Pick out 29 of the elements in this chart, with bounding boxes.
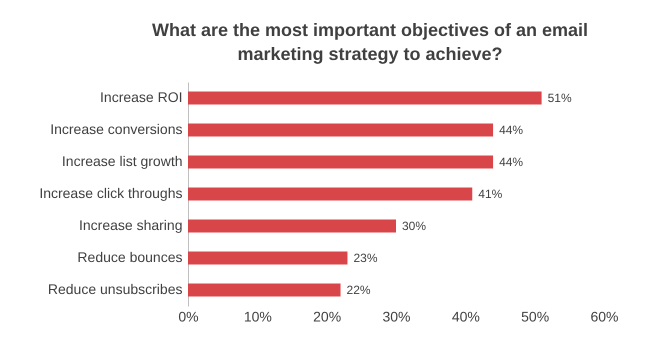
x-tick-label: 0% — [178, 308, 199, 324]
x-tick-label: 30% — [382, 308, 411, 324]
bar — [188, 188, 472, 200]
bar — [188, 220, 396, 232]
bar — [188, 124, 494, 136]
data-label: 23% — [353, 251, 378, 265]
bar — [188, 284, 341, 296]
data-label: 30% — [402, 219, 426, 233]
data-label: 44% — [499, 155, 524, 169]
x-tick-label: 60% — [590, 308, 619, 324]
x-tick-label: 10% — [244, 308, 272, 324]
data-label: 44% — [499, 123, 524, 137]
y-tick-label: Increase conversions — [50, 121, 182, 137]
bar — [188, 252, 348, 264]
x-tick-label: 20% — [313, 308, 342, 324]
x-tick-label: 50% — [521, 308, 550, 324]
bar — [188, 92, 542, 104]
y-tick-label: Increase list growth — [62, 153, 182, 169]
y-tick-label: Reduce bounces — [77, 249, 182, 265]
bar — [188, 156, 494, 168]
y-tick-label: Reduce unsubscribes — [48, 281, 182, 297]
data-label: 51% — [548, 91, 572, 105]
data-label: 22% — [346, 283, 371, 297]
x-tick-label: 40% — [452, 308, 480, 324]
chart-title: What are the most important objectives of an email marketing strategy to achieve? — [152, 20, 588, 64]
data-label: 41% — [478, 187, 503, 201]
y-tick-label: Increase ROI — [100, 89, 182, 105]
y-tick-label: Increase click throughs — [39, 185, 182, 201]
y-tick-label: Increase sharing — [78, 217, 182, 233]
